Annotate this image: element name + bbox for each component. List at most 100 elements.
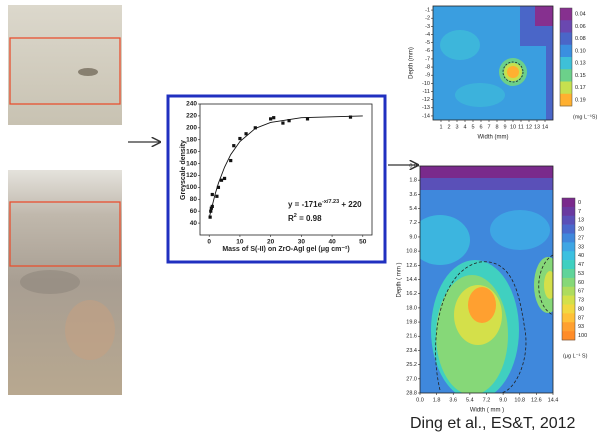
point <box>219 178 224 182</box>
colorbar-label: 80 <box>578 306 584 312</box>
colorbar-swatch <box>562 198 575 208</box>
fit-equation: y = -171e-x/7.23 + 220 <box>288 199 362 209</box>
heatmap-field <box>420 166 553 393</box>
y-tick-label: -7 <box>425 56 430 62</box>
photo <box>8 5 122 125</box>
chart-frame <box>166 94 387 264</box>
colorbar-label: 20 <box>578 227 584 233</box>
colorbar-label: 27 <box>578 235 584 241</box>
y-tick-label: 7.2 <box>409 220 417 226</box>
colorbar-swatch <box>562 251 575 261</box>
colorbar-swatch <box>560 20 572 33</box>
y-tick-label: 140 <box>186 160 197 167</box>
y-tick-label: -1 <box>425 8 430 14</box>
x-tick-label: 50 <box>359 239 367 246</box>
colorbar-label: 67 <box>578 289 584 295</box>
y-tick-label: -8 <box>425 65 430 71</box>
x-tick-label: 3 <box>455 124 458 130</box>
point <box>232 144 236 148</box>
x-tick-label: 6 <box>479 124 482 130</box>
y-tick-label: 1.8 <box>409 178 417 184</box>
y-tick-label: 14.4 <box>406 277 417 283</box>
x-tick-label: 8 <box>495 124 498 130</box>
y-axis-label: Depth (mm) <box>409 47 415 79</box>
colorbar-swatch <box>562 233 575 243</box>
y-tick-label: 240 <box>186 101 197 108</box>
colorbar-label: 93 <box>578 324 584 330</box>
colorbar-label: 0.08 <box>575 36 586 42</box>
colorbar-swatch <box>562 215 575 225</box>
point <box>281 121 285 125</box>
colorbar-swatch <box>562 313 575 323</box>
photo-spot <box>20 270 80 294</box>
colorbar-frame <box>559 7 573 107</box>
x-axis-label: Width ( mm ) <box>470 408 504 414</box>
plot-frame <box>432 5 554 121</box>
y-tick-label: -11 <box>422 89 430 95</box>
colorbar-swatch <box>562 331 575 341</box>
x-tick-label: 1.8 <box>433 397 441 403</box>
photo-spot <box>65 300 115 360</box>
y-tick-label: 180 <box>186 136 197 143</box>
y-tick-label: 60 <box>190 208 198 215</box>
colorbar-swatch <box>560 8 572 21</box>
y-tick-label: 100 <box>186 184 197 191</box>
colorbar-label: 0.17 <box>575 85 586 91</box>
y-tick-label: 25.2 <box>406 362 417 368</box>
colorbar-label: 0 <box>578 200 581 206</box>
colorbar-swatch <box>562 242 575 252</box>
colorbar-swatch <box>560 44 572 58</box>
x-tick-label: 0 <box>207 239 211 246</box>
colorbar-label: 13 <box>578 218 584 224</box>
point <box>215 194 219 198</box>
colorbar-swatch <box>562 295 575 305</box>
plot-frame <box>199 103 373 236</box>
colorbar-unit: (mg L⁻¹S) <box>573 114 597 120</box>
point <box>210 192 214 197</box>
colorbar-swatch <box>562 286 575 296</box>
heatmap-field <box>433 6 553 120</box>
y-tick-label: 19.8 <box>406 320 417 326</box>
y-tick-label: -2 <box>425 16 430 22</box>
x-tick-label: 7 <box>487 124 490 130</box>
y-tick-label: -6 <box>425 48 430 54</box>
colorbar-label: 7 <box>578 209 581 215</box>
highlight-box <box>9 37 121 105</box>
colorbar-label: 73 <box>578 298 584 304</box>
x-tick-label: 2 <box>447 124 450 130</box>
point <box>238 136 242 141</box>
point <box>348 115 353 119</box>
x-tick-label: 10.8 <box>514 397 525 403</box>
x-tick-label: 10 <box>510 124 516 130</box>
x-tick-label: 5 <box>471 124 474 130</box>
x-tick-label: 1 <box>439 124 442 130</box>
x-tick-label: 14.4 <box>548 397 559 403</box>
colorbar-label: 0.10 <box>575 48 586 54</box>
x-tick-label: 11 <box>518 124 524 130</box>
y-tick-label: 16.2 <box>406 291 417 297</box>
y-tick-label: -12 <box>422 97 430 103</box>
x-tick-label: 3.6 <box>449 397 457 403</box>
point <box>287 119 291 123</box>
highlight-box <box>9 201 121 267</box>
y-tick-label: 27.0 <box>406 376 417 382</box>
point <box>222 176 227 181</box>
colorbar-label: 33 <box>578 244 584 250</box>
r-squared: R2 = 0.98 <box>288 213 322 223</box>
colorbar-label: 47 <box>578 262 584 268</box>
colorbar-label: 53 <box>578 271 584 277</box>
x-tick-label: 13 <box>534 124 540 130</box>
x-tick-label: 9 <box>503 124 506 130</box>
colorbar-swatch <box>560 81 572 95</box>
x-tick-label: 0.0 <box>416 397 424 403</box>
x-tick-label: 7.2 <box>483 397 491 403</box>
fit-line <box>208 115 363 218</box>
y-tick-label: 9.0 <box>409 234 417 240</box>
colorbar-label: 60 <box>578 280 584 286</box>
colorbar-swatch <box>560 69 572 82</box>
x-tick-label: 5.4 <box>466 397 474 403</box>
colorbar-swatch <box>560 32 572 46</box>
y-axis-label: Depth ( mm ) <box>397 262 403 297</box>
y-tick-label: 200 <box>186 125 197 132</box>
x-axis-label: Mass of S(-II) on ZrO-AgI gel (μg cm⁻²) <box>222 246 349 253</box>
